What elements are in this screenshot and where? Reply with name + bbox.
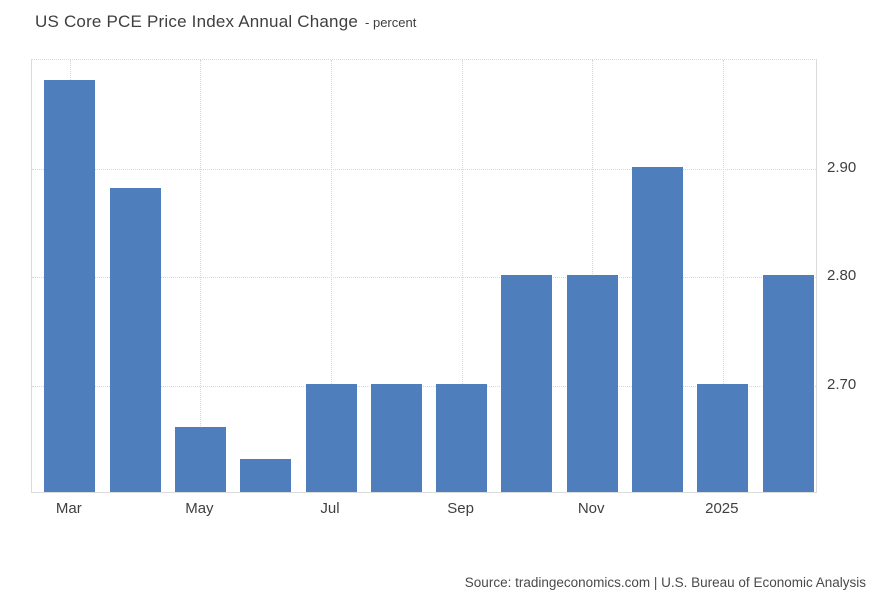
x-tick-label: Jul: [320, 500, 340, 517]
bar-jan-2025[interactable]: [697, 383, 749, 492]
y-tick-label: 2.70: [827, 375, 857, 393]
gridline-vertical: [200, 60, 202, 492]
bar-jul-2024[interactable]: [305, 383, 357, 492]
gridline-vertical: [461, 60, 463, 492]
chart-header: US Core PCE Price Index Annual Change - …: [35, 12, 416, 32]
source-attribution: Source: tradingeconomics.com | U.S. Bure…: [464, 575, 866, 590]
x-tick-label: 2025: [705, 500, 739, 517]
gridline-horizontal: [32, 168, 816, 170]
bar-may-2024[interactable]: [174, 426, 226, 492]
bar-feb-2025[interactable]: [762, 275, 814, 492]
x-tick-label: May: [185, 500, 214, 517]
y-tick-label: 2.80: [827, 267, 857, 284]
y-tick-label: 2.90: [827, 158, 857, 176]
bar-sep-2024[interactable]: [436, 383, 488, 492]
bar-aug-2024[interactable]: [370, 383, 422, 492]
bar-nov-2024[interactable]: [566, 275, 618, 492]
bar-dec-2024[interactable]: [632, 166, 683, 492]
bar-oct-2024[interactable]: [501, 275, 553, 492]
x-tick-label: Nov: [577, 500, 605, 517]
bar-apr-2024[interactable]: [109, 188, 161, 492]
bar-jun-2024[interactable]: [240, 459, 292, 492]
plot-area: [31, 59, 817, 493]
gridline-vertical: [331, 60, 332, 492]
chart-title: US Core PCE Price Index Annual Change: [35, 12, 359, 31]
chart-subtitle: - percent: [365, 15, 417, 30]
bar-mar-2024[interactable]: [44, 79, 96, 492]
gridline-horizontal: [32, 385, 816, 387]
gridline-horizontal: [32, 277, 816, 278]
x-tick-label: Sep: [447, 500, 474, 517]
gridline-vertical: [722, 60, 724, 492]
x-tick-label: Mar: [55, 500, 82, 517]
